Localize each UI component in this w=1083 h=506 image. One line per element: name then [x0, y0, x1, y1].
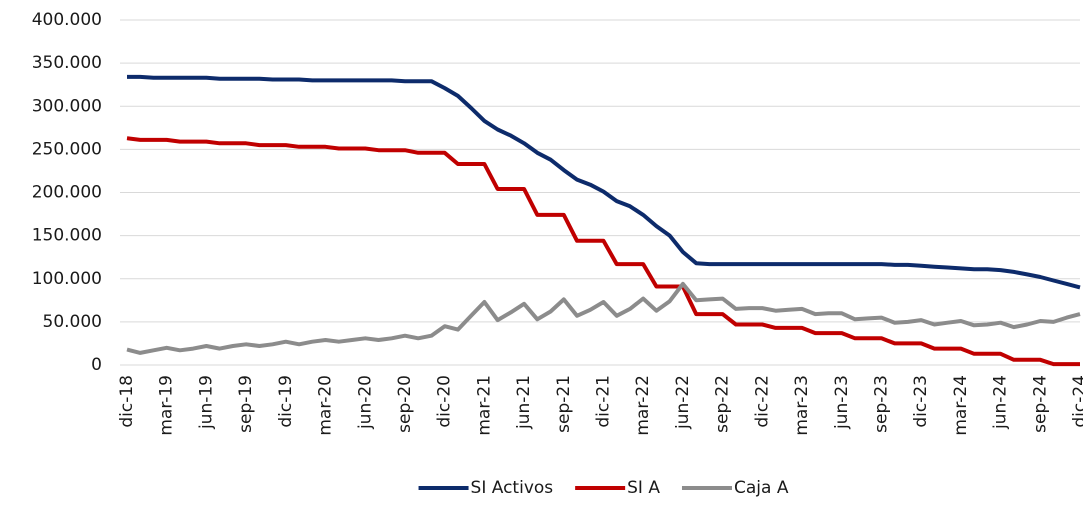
legend-label: SI A [627, 478, 660, 498]
y-tick-label: 0 [91, 355, 102, 375]
series-line [126, 281, 1081, 355]
y-tick-label: 50.000 [43, 312, 102, 332]
x-tick-label: jun-22 [673, 375, 693, 430]
legend-label: Caja A [734, 478, 789, 498]
x-tick-label: jun-19 [196, 375, 216, 430]
x-tick-label: sep-24 [1030, 375, 1050, 433]
y-tick-label: 200.000 [32, 183, 102, 203]
y-tick-label: 100.000 [32, 269, 102, 289]
y-tick-label: 350.000 [32, 53, 102, 73]
y-tick-label: 300.000 [32, 96, 102, 116]
x-tick-label: jun-24 [991, 375, 1011, 430]
x-tick-label: jun-20 [355, 375, 375, 430]
series-line [127, 74, 1081, 290]
x-tick-label: dic-19 [276, 375, 296, 428]
x-tick-label: sep-22 [713, 375, 733, 433]
x-tick-label: mar-24 [951, 375, 971, 436]
x-tick-label: mar-23 [792, 375, 812, 436]
series-line [126, 136, 1080, 367]
x-tick-label: dic-20 [435, 375, 455, 428]
x-tick-label: jun-23 [832, 375, 852, 430]
x-tick-label: sep-21 [554, 375, 574, 433]
legend: SI Activos SI A Caja A [418, 478, 789, 498]
y-tick-label: 150.000 [32, 226, 102, 246]
x-tick-label: dic-23 [911, 375, 931, 428]
x-tick-label: mar-20 [316, 375, 336, 436]
y-tick-label: 400.000 [32, 10, 102, 30]
x-tick-label: sep-23 [871, 375, 891, 433]
x-tick-label: mar-21 [474, 375, 494, 436]
y-tick-label: 250.000 [32, 139, 102, 159]
x-tick-label: dic-18 [117, 375, 137, 428]
x-tick-label: sep-20 [395, 375, 415, 433]
x-tick-label: dic-21 [594, 375, 614, 428]
x-tick-label: mar-22 [633, 375, 653, 436]
x-tick-label: dic-24 [1070, 375, 1083, 428]
legend-label: SI Activos [471, 478, 554, 498]
x-tick-label: mar-19 [157, 375, 177, 436]
x-tick-label: dic-22 [752, 375, 772, 428]
x-tick-label: jun-21 [514, 375, 534, 430]
x-tick-label: sep-19 [236, 375, 256, 433]
